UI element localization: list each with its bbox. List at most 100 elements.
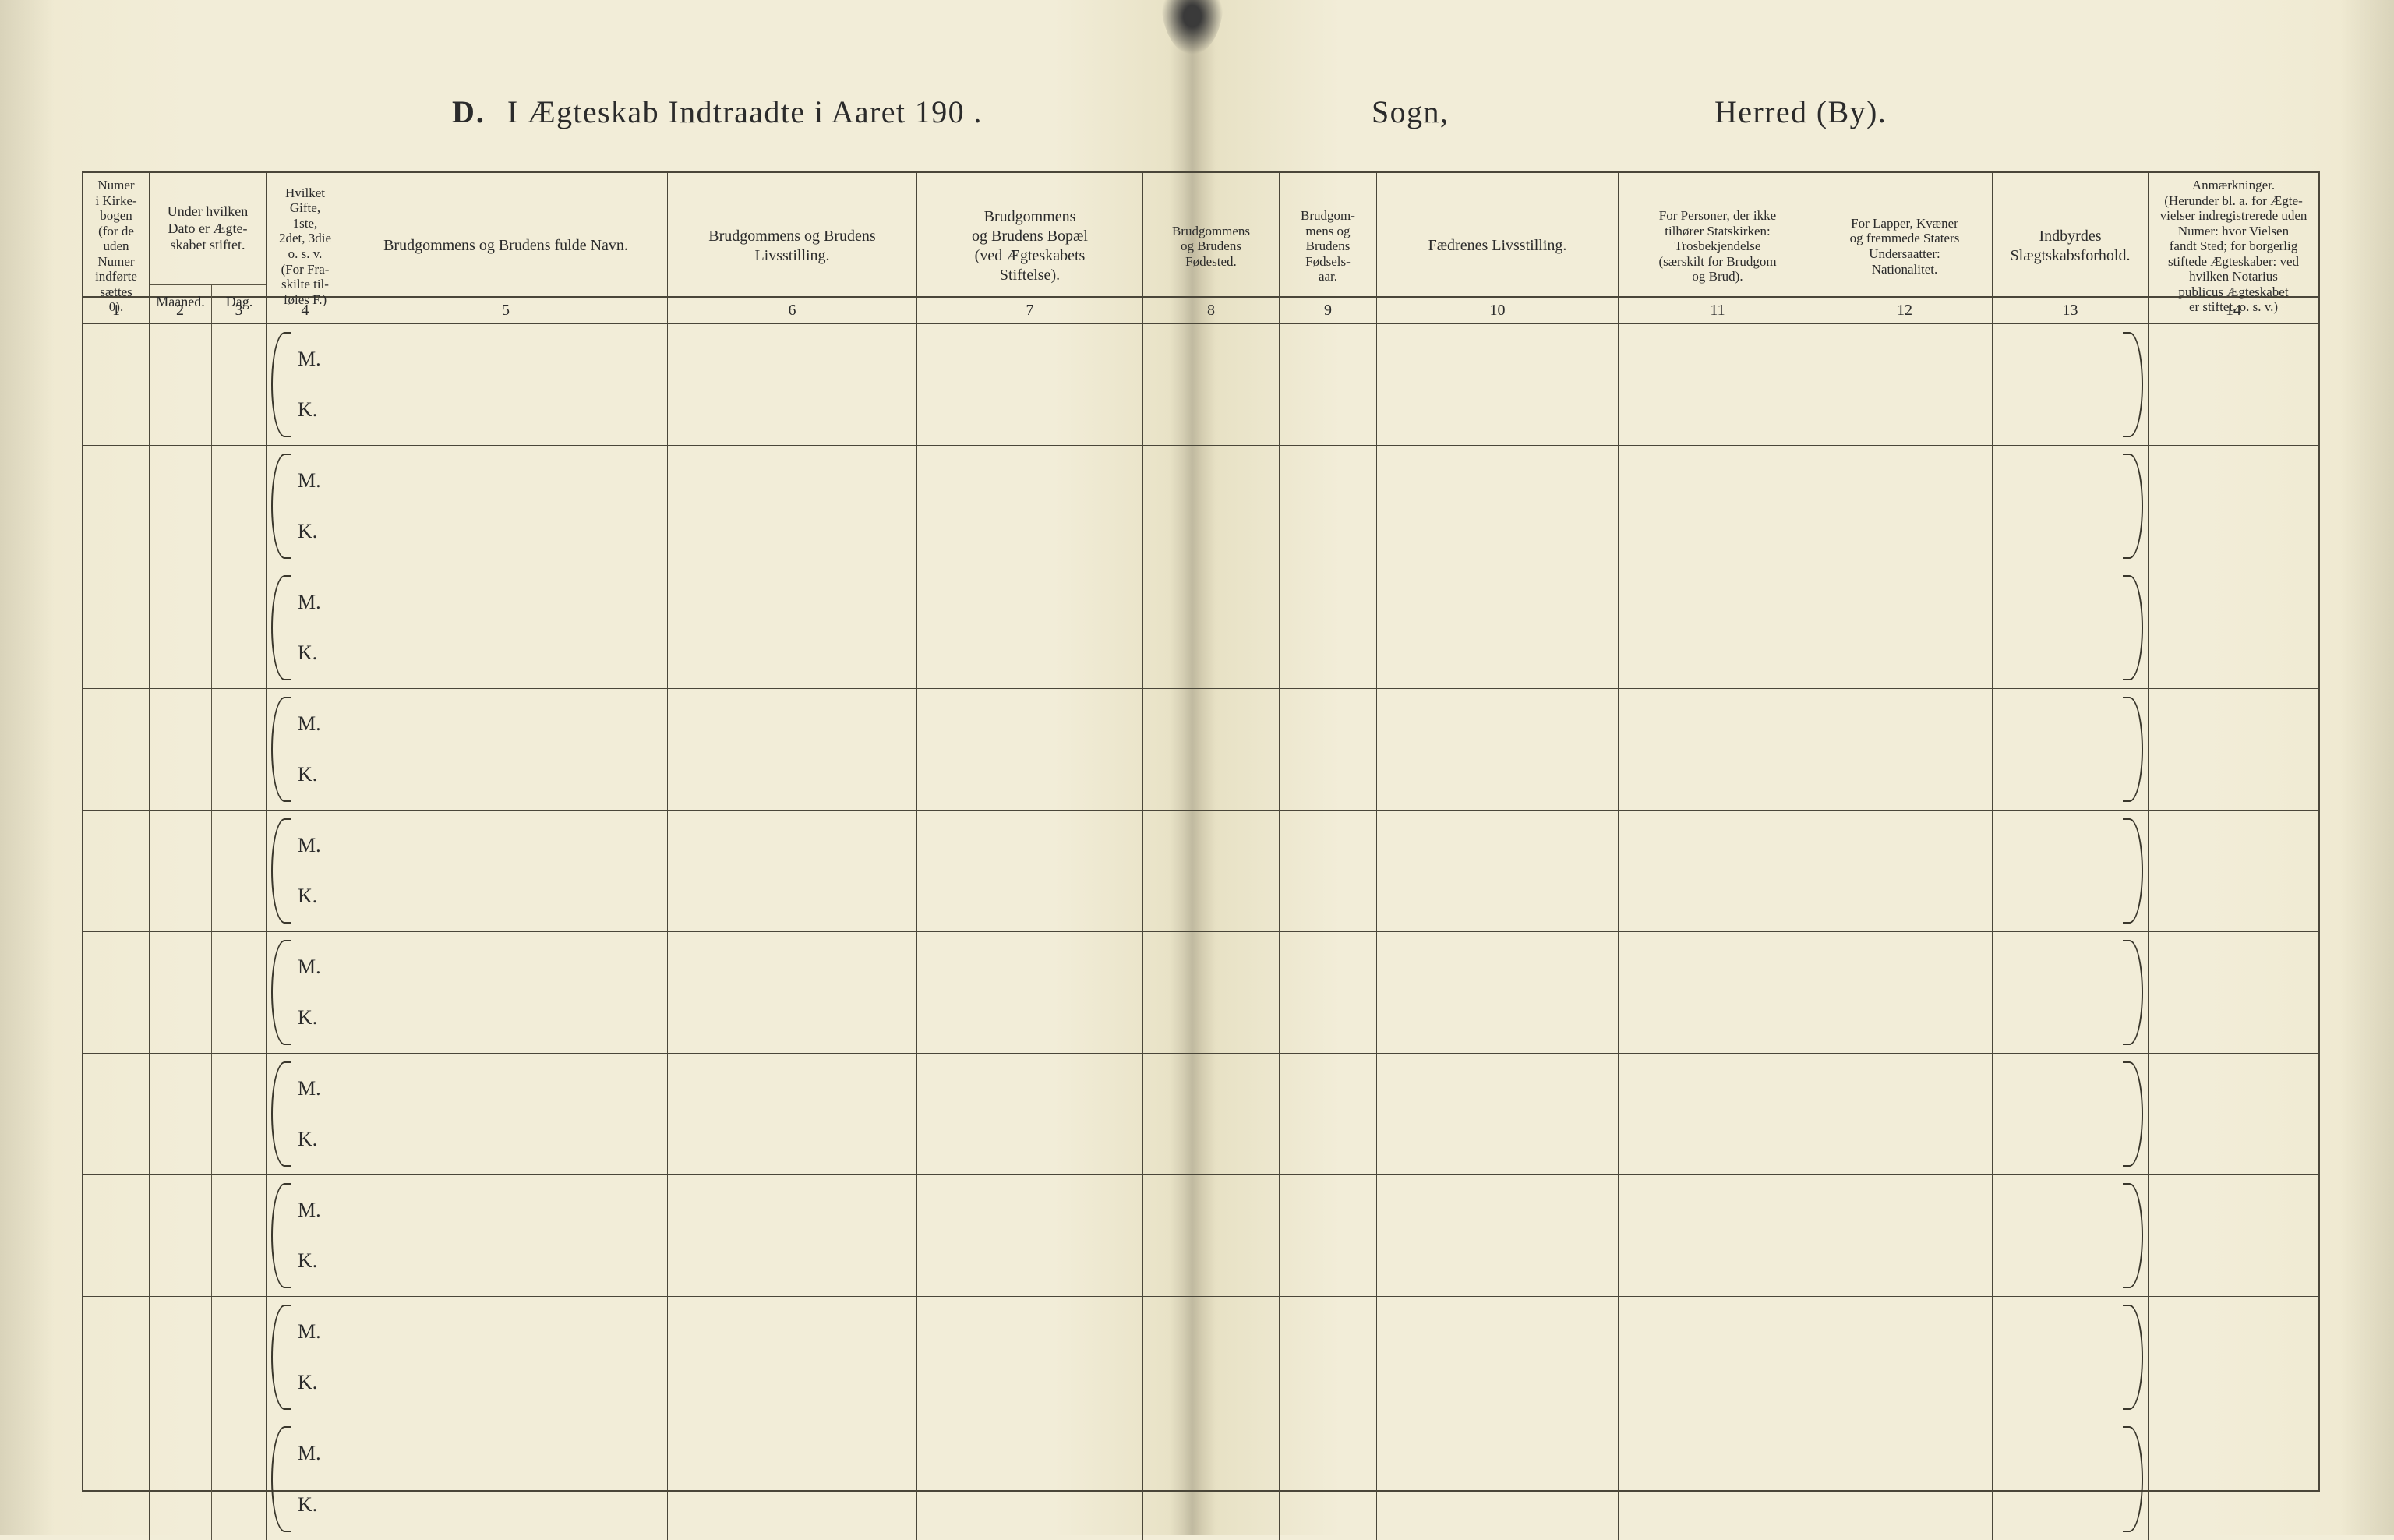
label-k: K.	[298, 1371, 336, 1394]
cell	[1143, 1297, 1280, 1418]
colnum-3: 3	[212, 298, 267, 323]
cell-kinship	[1993, 1175, 2149, 1296]
table-body: M.K.M.K.M.K.M.K.M.K.M.K.M.K.M.K.M.K.M.K.	[83, 324, 2318, 1540]
table-row: M. K.	[83, 1418, 2318, 1540]
label-k: K.	[298, 398, 336, 422]
cell-marriage-no: M.K.	[267, 1054, 344, 1174]
binder-clip	[1161, 0, 1223, 55]
cell	[1817, 1175, 1993, 1296]
curly-brace-left-icon	[271, 1183, 291, 1288]
cell	[1377, 446, 1619, 567]
cell-kinship	[1993, 567, 2149, 688]
cell	[917, 324, 1143, 445]
curly-brace-right-icon	[2123, 697, 2143, 802]
cell	[668, 689, 917, 810]
cell	[668, 1175, 917, 1296]
cell	[1619, 811, 1817, 931]
label-m: M.	[298, 1199, 336, 1222]
cell-date	[150, 567, 267, 688]
label-k: K.	[298, 641, 336, 665]
cell	[83, 932, 150, 1053]
cell	[1280, 446, 1377, 567]
cell	[1280, 1297, 1377, 1418]
cell	[1817, 1054, 1993, 1174]
cell-date	[150, 811, 267, 931]
cell	[344, 1297, 668, 1418]
curly-brace-right-icon	[2123, 1426, 2143, 1532]
cell	[917, 567, 1143, 688]
cell	[1377, 932, 1619, 1053]
cell-marriage-no: M. K.	[267, 1418, 344, 1540]
cell	[1377, 689, 1619, 810]
cell-marriage-no: M.K.	[267, 446, 344, 567]
cell-date	[150, 1297, 267, 1418]
cell	[917, 1175, 1143, 1296]
cell	[1619, 1054, 1817, 1174]
cell-date	[150, 932, 267, 1053]
cell	[1817, 811, 1993, 931]
colnum-9: 9	[1280, 298, 1377, 323]
curly-brace-right-icon	[2123, 818, 2143, 924]
cell	[344, 1175, 668, 1296]
colnum-5: 5	[344, 298, 668, 323]
cell-marriage-no: M.K.	[267, 932, 344, 1053]
cell	[1377, 811, 1619, 931]
cell	[1377, 1175, 1619, 1296]
table-row: M.K.	[83, 1175, 2318, 1297]
colnum-4: 4	[267, 298, 344, 323]
curly-brace-right-icon	[2123, 1183, 2143, 1288]
heading-rest: I Ægteskab Indtraadte i Aaret 190 .	[507, 94, 983, 129]
label-m: M.	[298, 834, 336, 857]
label-m: M.	[298, 1442, 336, 1465]
cell	[1817, 689, 1993, 810]
cell	[2149, 811, 2318, 931]
cell	[1619, 1418, 1817, 1540]
label-k: K.	[298, 1493, 336, 1517]
cell	[1143, 811, 1280, 931]
cell	[83, 811, 150, 931]
cell	[344, 324, 668, 445]
cell	[344, 567, 668, 688]
curly-brace-right-icon	[2123, 1061, 2143, 1167]
cell	[1280, 1418, 1377, 1540]
cell-date	[150, 446, 267, 567]
colnum-12: 12	[1817, 298, 1993, 323]
cell	[668, 324, 917, 445]
cell	[83, 1418, 150, 1540]
cell	[668, 1054, 917, 1174]
cell	[1377, 1297, 1619, 1418]
register-table: Numeri Kirke-bogen(for deudenNumerindfør…	[82, 171, 2320, 1492]
cell	[1143, 932, 1280, 1053]
cell	[83, 446, 150, 567]
cell	[917, 446, 1143, 567]
cell	[1280, 932, 1377, 1053]
cell	[1619, 446, 1817, 567]
cell	[2149, 689, 2318, 810]
cell	[1143, 1054, 1280, 1174]
cell	[668, 1418, 917, 1540]
cell	[344, 1054, 668, 1174]
cell	[344, 932, 668, 1053]
table-row: M. K.	[83, 567, 2318, 689]
cell	[1280, 324, 1377, 445]
cell	[2149, 1054, 2318, 1174]
curly-brace-left-icon	[271, 332, 291, 437]
cell	[83, 324, 150, 445]
cell	[1619, 1297, 1817, 1418]
cell-kinship	[1993, 1418, 2149, 1540]
cell	[1817, 567, 1993, 688]
cell	[1817, 1297, 1993, 1418]
cell	[2149, 932, 2318, 1053]
colnum-2-3: 2 3	[150, 298, 267, 323]
table-row: M.K.	[83, 1297, 2318, 1418]
cell-marriage-no: M.K.	[267, 324, 344, 445]
cell-kinship	[1993, 811, 2149, 931]
cell	[1619, 567, 1817, 688]
colnum-8: 8	[1143, 298, 1280, 323]
table-row: M.K.	[83, 446, 2318, 567]
cell	[83, 1297, 150, 1418]
label-m: M.	[298, 591, 336, 614]
cell	[2149, 1297, 2318, 1418]
cell	[917, 1418, 1143, 1540]
label-m: M.	[298, 1077, 336, 1100]
